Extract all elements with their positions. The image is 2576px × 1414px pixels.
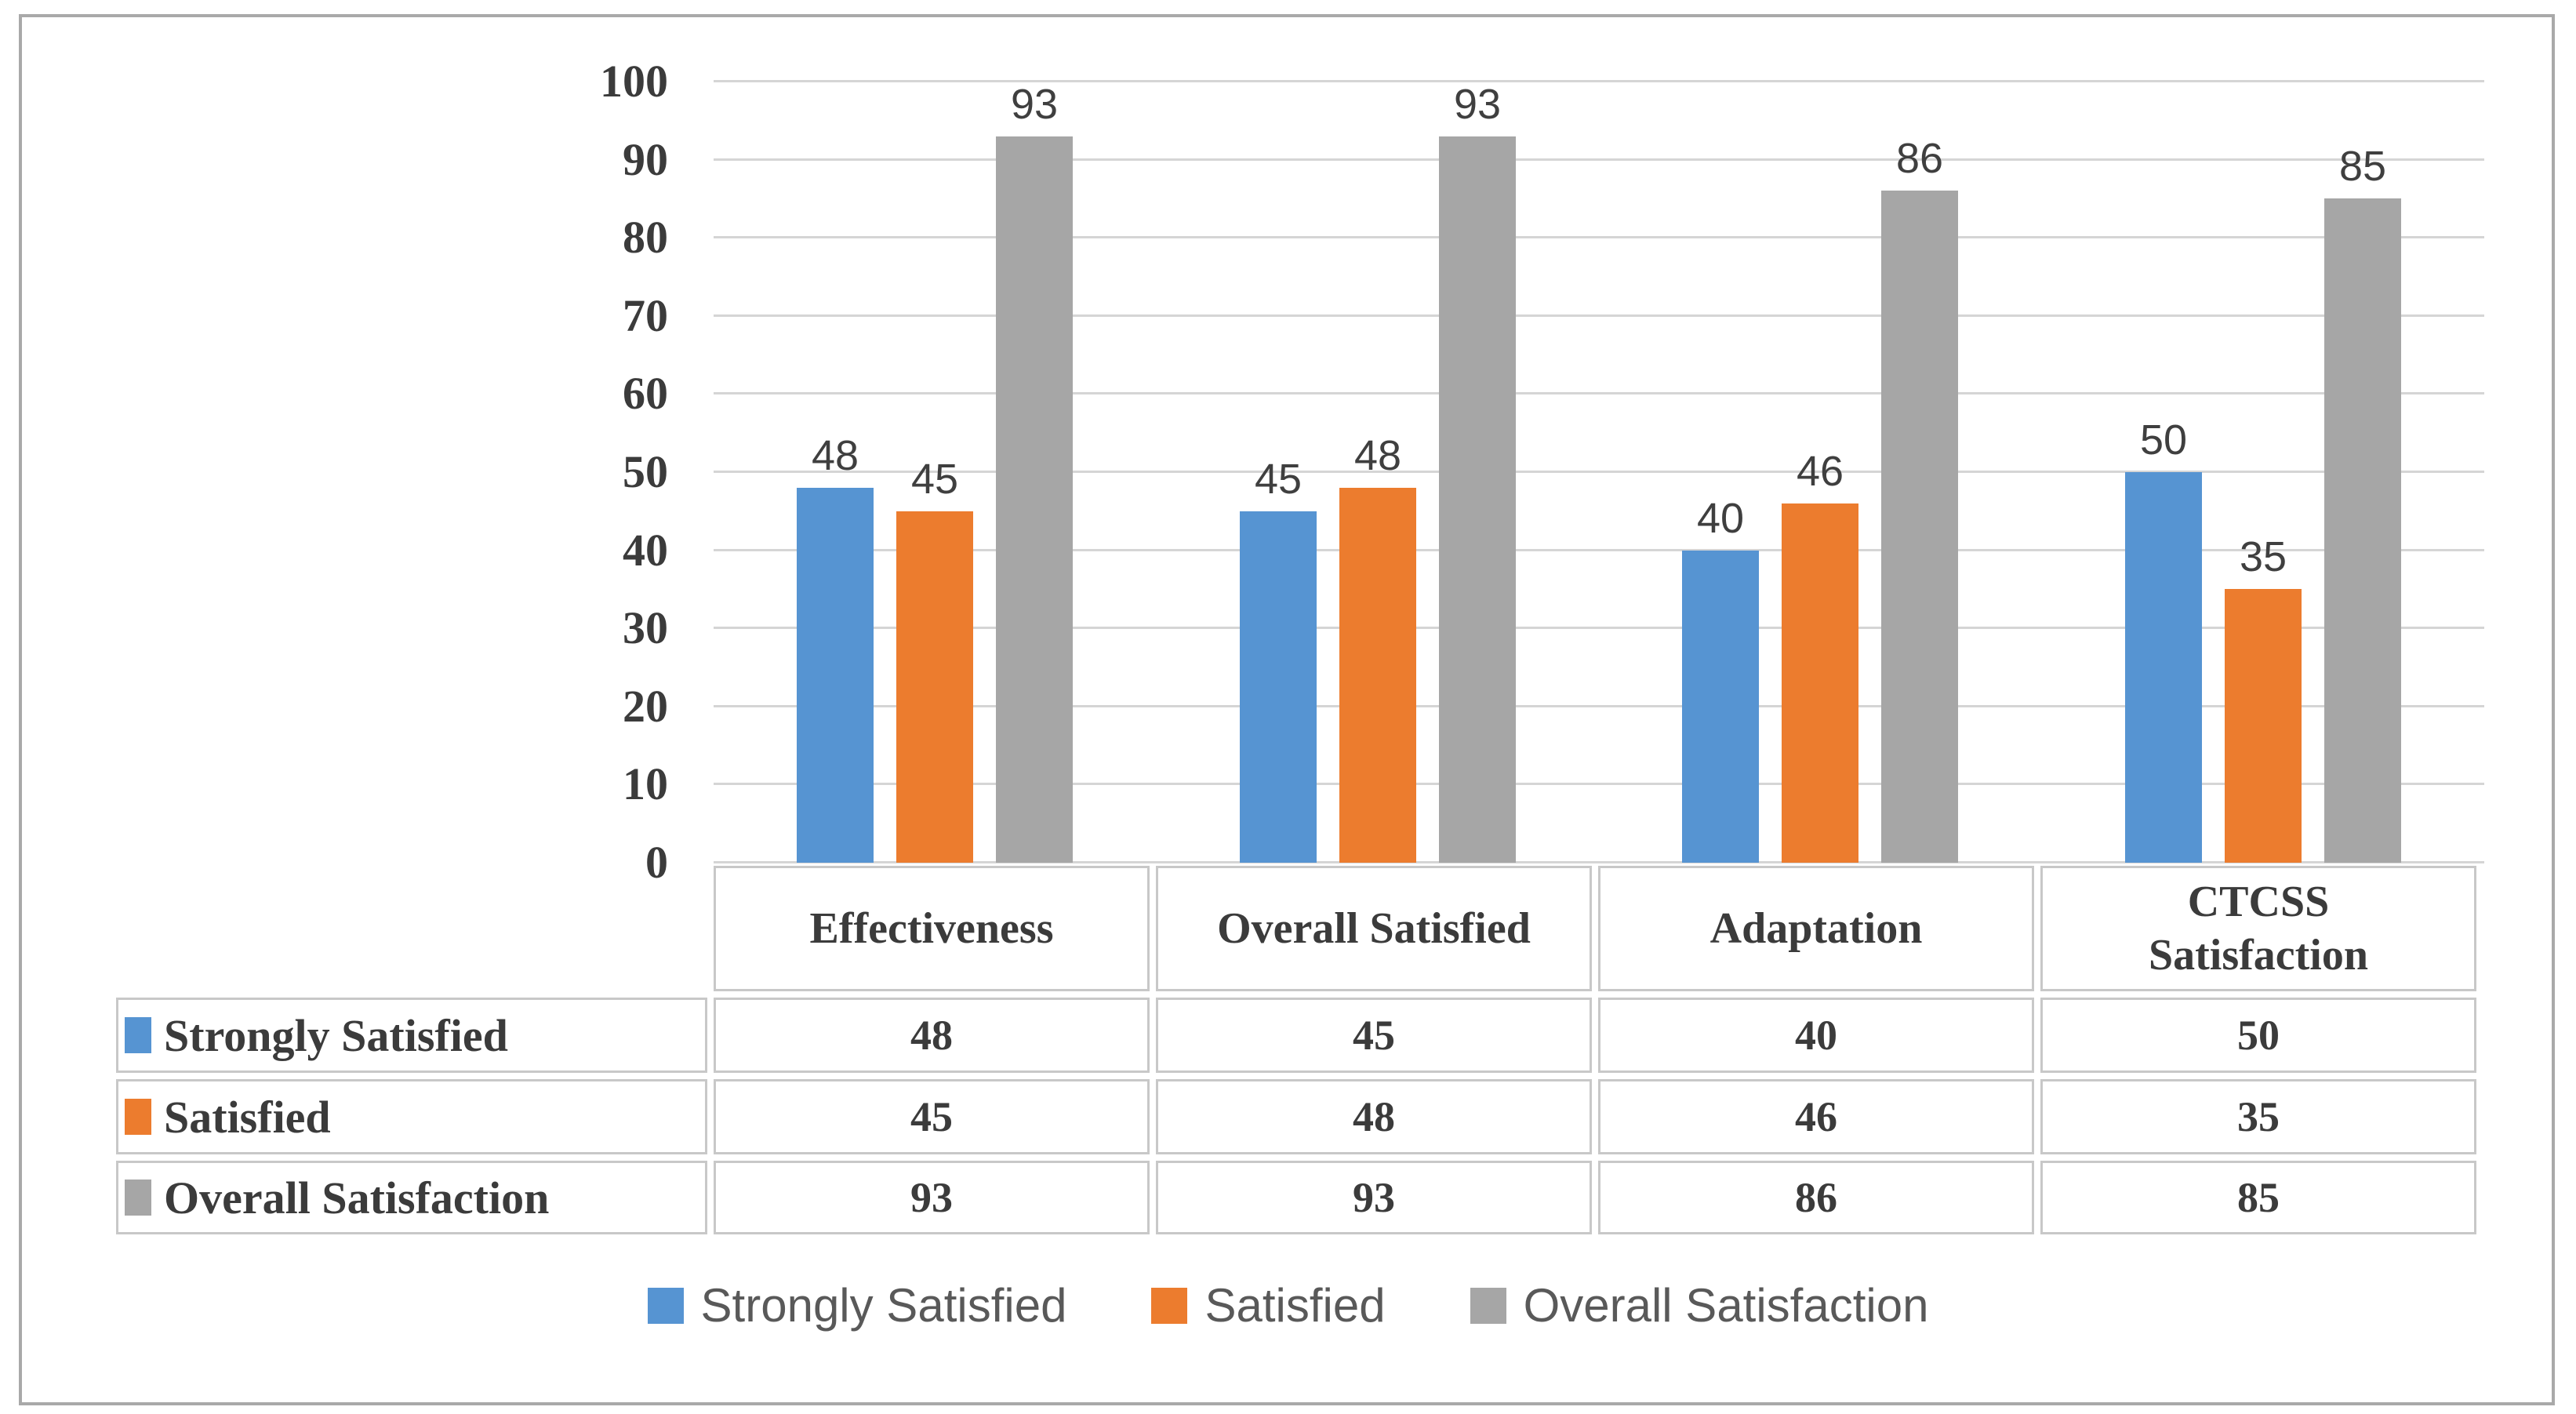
bar-cluster: 40 46 86	[1599, 82, 2042, 863]
y-axis-tick-label: 90	[623, 134, 668, 185]
gridline	[714, 471, 2484, 473]
gridline	[714, 861, 2484, 863]
y-axis-tick-label: 40	[623, 525, 668, 576]
bar-satisfied	[1339, 488, 1416, 863]
bar-value-label: 48	[811, 432, 859, 479]
table-series-label-text: Satisfied	[164, 1091, 331, 1143]
table-value-cell: 86	[1598, 1161, 2034, 1234]
y-axis-tick-label: 10	[623, 758, 668, 809]
y-axis-tick-label: 30	[623, 602, 668, 653]
table-value-cell: 85	[2040, 1161, 2476, 1234]
chart-legend: Strongly Satisfied Satisfied Overall Satis…	[0, 1278, 2576, 1332]
bar-satisfied	[896, 511, 973, 863]
table-value-cell: 48	[714, 998, 1150, 1073]
gridline	[714, 392, 2484, 394]
legend-color-marker	[1151, 1287, 1188, 1324]
table-category-header: Adaptation	[1598, 866, 2034, 991]
gridline	[714, 236, 2484, 238]
bar-strongly-satisfied	[797, 488, 874, 863]
table-value-cell: 50	[2040, 998, 2476, 1073]
table-value-cell: 45	[714, 1079, 1150, 1154]
bar-value-label: 46	[1796, 448, 1844, 495]
bar-satisfied	[1782, 503, 1858, 863]
y-axis-tick-label: 50	[623, 446, 668, 497]
bar-strongly-satisfied	[1240, 511, 1317, 863]
gridline	[714, 314, 2484, 317]
bar-overall-satisfaction	[2324, 198, 2401, 863]
bar-value-label: 86	[1895, 135, 1944, 182]
bar-overall-satisfaction	[996, 136, 1073, 863]
chart-data-table: Effectiveness Overall Satisfied Adaptation…	[116, 866, 2476, 1234]
table-series-label: Overall Satisfaction	[116, 1161, 707, 1234]
table-value-cell: 35	[2040, 1079, 2476, 1154]
table-value-cell: 93	[714, 1161, 1150, 1234]
table-value-cell: 45	[1156, 998, 1592, 1073]
bar-value-label: 93	[1010, 81, 1059, 128]
table-category-header: CTCSS Satisfaction	[2040, 866, 2476, 991]
gridline	[714, 627, 2484, 629]
bar-value-label: 45	[910, 456, 959, 503]
y-axis-tick-label: 0	[645, 837, 668, 888]
bar-strongly-satisfied	[1682, 551, 1759, 863]
table-series-label-text: Strongly Satisfied	[164, 1009, 508, 1061]
table-category-header-text: Adaptation	[1709, 903, 1923, 953]
bar-cluster: 48 45 93	[714, 82, 1157, 863]
legend-entry: Overall Satisfaction	[1470, 1278, 1929, 1332]
y-axis-tick-label: 70	[623, 290, 668, 341]
series-key-marker	[125, 1017, 151, 1053]
table-value-cell: 40	[1598, 998, 2034, 1073]
table-value-cell: 46	[1598, 1079, 2034, 1154]
bar-overall-satisfaction	[1439, 136, 1516, 863]
y-axis-tick-label: 20	[623, 681, 668, 732]
table-corner-blank	[116, 866, 707, 991]
legend-color-marker	[647, 1287, 684, 1324]
gridline	[714, 705, 2484, 707]
legend-label: Satisfied	[1204, 1279, 1386, 1332]
table-category-header: Effectiveness	[714, 866, 1150, 991]
bar-value-label: 50	[2139, 416, 2188, 463]
bar-cluster: 45 48 93	[1157, 82, 1600, 863]
series-key-marker	[125, 1099, 151, 1135]
legend-label: Strongly Satisfied	[700, 1279, 1067, 1332]
bar-value-label: 85	[2338, 143, 2387, 190]
table-value-cell: 93	[1156, 1161, 1592, 1234]
bar-overall-satisfaction	[1881, 191, 1958, 863]
table-series-label-text: Overall Satisfaction	[164, 1172, 550, 1223]
plot-area: 48 45 93 45 48 93 40 46 86 50 35 85	[714, 80, 2485, 863]
bar-satisfied	[2225, 589, 2302, 863]
bar-strongly-satisfied	[2125, 472, 2202, 863]
gridline	[714, 80, 2484, 82]
bar-value-label: 48	[1353, 432, 1402, 479]
gridline	[714, 549, 2484, 551]
table-category-header-text: CTCSS Satisfaction	[2149, 877, 2368, 980]
table-value-cell: 48	[1156, 1079, 1592, 1154]
bar-value-label: 40	[1696, 495, 1745, 542]
table-category-header-text: Overall Satisfied	[1217, 903, 1531, 953]
legend-color-marker	[1470, 1287, 1506, 1324]
series-key-marker	[125, 1180, 151, 1216]
y-axis-tick-label: 80	[623, 212, 668, 263]
y-axis-tick-label: 100	[600, 56, 668, 107]
table-category-header: Overall Satisfied	[1156, 866, 1592, 991]
table-series-label: Satisfied	[116, 1079, 707, 1154]
bar-value-label: 93	[1453, 81, 1502, 128]
legend-label: Overall Satisfaction	[1523, 1279, 1929, 1332]
gridline	[714, 783, 2484, 785]
bar-value-label: 45	[1254, 456, 1303, 503]
legend-entry: Satisfied	[1151, 1278, 1386, 1332]
legend-entry: Strongly Satisfied	[647, 1278, 1067, 1332]
bar-value-label: 35	[2239, 533, 2287, 580]
table-category-header-text: Effectiveness	[809, 903, 1054, 953]
table-series-label: Strongly Satisfied	[116, 998, 707, 1073]
gridline	[714, 158, 2484, 161]
y-axis-tick-label: 60	[623, 368, 668, 419]
bar-cluster: 50 35 85	[2042, 82, 2485, 863]
